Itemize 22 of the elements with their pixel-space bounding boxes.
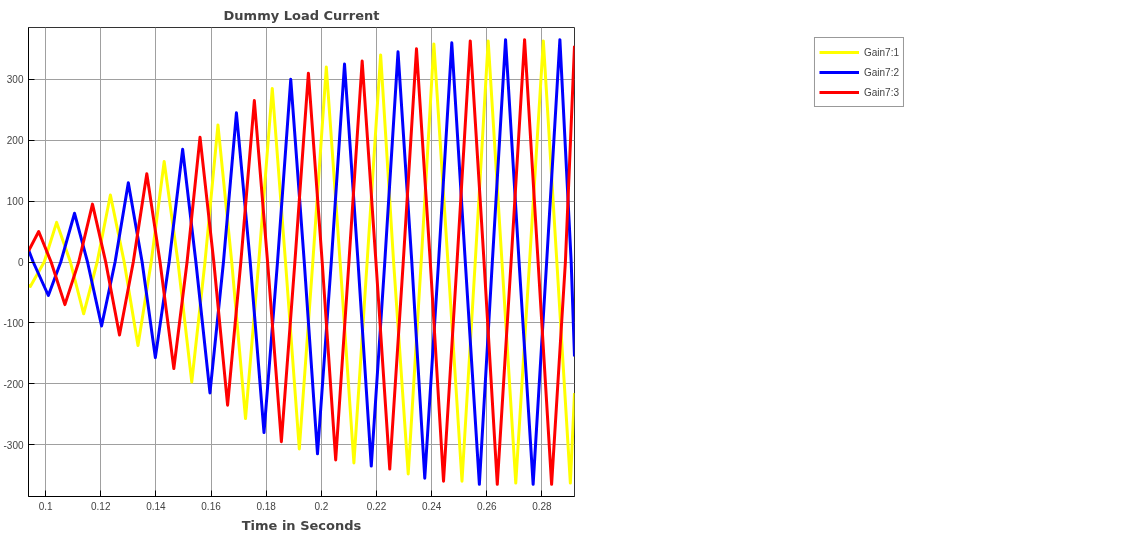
x-tick-label: 0.1 [38,500,53,512]
y-tick-label: -300 [3,439,24,451]
y-tick-label: -100 [3,317,24,329]
legend-label: Gain7:2 [863,66,900,78]
x-tick-label: 0.14 [146,500,167,512]
y-tick-label: 200 [6,135,24,147]
chart-title: Dummy Load Current [223,7,380,23]
legend-label: Gain7:1 [863,46,900,58]
x-tick-label: 0.16 [201,500,222,512]
x-tick-label: 0.24 [421,500,442,512]
x-tick-label: 0.22 [366,500,387,512]
x-tick-label: 0.2 [314,500,329,512]
x-tick-label: 0.18 [256,500,277,512]
legend-label: Gain7:3 [863,86,900,98]
x-tick-label: 0.28 [532,500,553,512]
y-tick-label: 0 [17,257,24,268]
y-tick-label: 300 [6,74,24,86]
x-tick-label: 0.26 [477,500,497,512]
x-axis-title: Time in Seconds [241,517,362,533]
y-tick-label: -200 [3,378,24,390]
x-tick-label: 0.12 [91,500,111,512]
y-tick-label: 100 [6,196,24,208]
